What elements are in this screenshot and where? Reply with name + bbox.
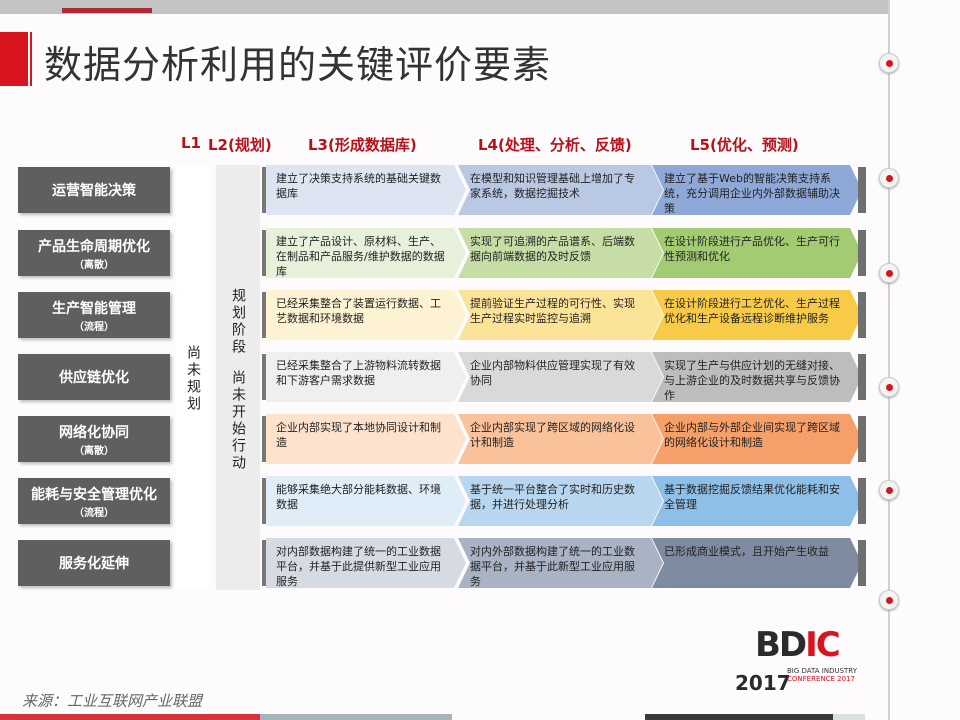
row-marker [262,292,266,338]
level-cell: 基于统一平台整合了实时和历史数据，并进行处理分析 [458,476,663,526]
row-label-text: 能耗与安全管理优化 [31,486,157,503]
row-end-marker [858,354,866,400]
nav-dot-icon[interactable] [879,168,899,188]
bottom-bar [645,714,833,720]
page-title: 数据分析利用的关键评价要素 [44,43,552,87]
row-label-text: 运营智能决策 [52,183,136,199]
title-accent [30,32,32,86]
row-end-marker [858,167,866,213]
row-end-marker [858,292,866,338]
level-cell: 建立了产品设计、原材料、生产、在制品和产品服务/维护数据的数据库 [266,228,466,278]
logo-line1: BIG DATA INDUSTRY [787,667,857,675]
row-label: 运营智能决策 [18,167,170,213]
level-l4: L4(处理、分析、反馈) [478,136,632,154]
logo-brand: BDIC [755,625,841,665]
level-l5: L5(优化、预测) [690,136,799,154]
level-cell: 能够采集绝大部分能耗数据、环境数据 [266,476,466,526]
row-end-marker [858,478,866,524]
level-cell: 已形成商业模式，且开始产生收益 [652,538,862,588]
bdic-logo: BDIC 2017 BIG DATA INDUSTRY CONFERENCE 2… [735,625,870,695]
row-end-marker [858,230,866,276]
level-cell: 已经采集整合了装置运行数据、工艺数据和环境数据 [266,290,466,340]
row-label-text: 网络化协同 [59,424,129,441]
level-cell: 在设计阶段进行工艺优化、生产过程优化和生产设备远程诊断维护服务 [652,290,862,340]
logo-year: 2017 [735,671,791,695]
source-note: 来源：工业互联网产业联盟 [22,692,203,710]
nav-dot-icon[interactable] [879,590,899,610]
row-label: 产品生命周期优化 （离散） [18,230,170,276]
level-cell: 企业内部实现了跨区域的网络化设计和制造 [458,414,663,464]
row-label-text: 产品生命周期优化 [38,238,150,255]
nav-dot-icon[interactable] [879,263,899,283]
level-cell: 企业内部与外部企业间实现了跨区域的网络化设计和制造 [652,414,862,464]
bottom-bar [833,714,865,720]
row-label: 网络化协同 （离散） [18,416,170,462]
row-marker [262,230,266,276]
l1-text: 尚未规划 [185,345,201,413]
row-marker [262,167,266,213]
level-cell: 提前验证生产过程的可行性、实现生产过程实时监控与追溯 [458,290,663,340]
bottom-bar [260,714,452,720]
row-label-sub: （流程） [74,507,114,519]
row-label-sub: （离散） [74,445,114,457]
top-bar [0,0,888,14]
level-cell: 建立了决策支持系统的基础关键数据库 [266,165,466,215]
row-marker [262,416,266,462]
level-cell: 已经采集整合了上游物料流转数据和下游客户需求数据 [266,352,466,402]
title-accent [0,32,28,86]
row-label-text: 服务化延伸 [59,556,129,572]
row-label-text: 供应链优化 [59,370,129,386]
row-label: 供应链优化 [18,354,170,400]
level-l2: L2(规划) [208,136,272,154]
logo-line2: CONFERENCE 2017 [787,675,855,683]
level-cell: 企业内部实现了本地协同设计和制造 [266,414,466,464]
row-label-text: 生产智能管理 [52,300,136,317]
row-end-marker [858,416,866,462]
row-label-sub: （流程） [74,321,114,333]
level-cell: 基于数据挖掘反馈结果优化能耗和安全管理 [652,476,862,526]
nav-dot-icon[interactable] [879,480,899,500]
level-cell: 在设计阶段进行产品优化、生产可行性预测和优化 [652,228,862,278]
row-marker [262,478,266,524]
row-marker [262,540,266,586]
level-cell: 在模型和知识管理基础上增加了专家系统，数据挖掘技术 [458,165,663,215]
row-label-sub: （离散） [74,259,114,271]
row-end-marker [858,540,866,586]
level-l3: L3(形成数据库) [308,136,417,154]
nav-dot-icon[interactable] [879,377,899,397]
level-cell: 实现了可追溯的产品谱系、后端数据向前端数据的及时反馈 [458,228,663,278]
l2-column [216,165,260,590]
right-divider [888,0,890,720]
l2-text-b: 尚未开始行动 [230,370,246,472]
level-cell: 对内部数据构建了统一的工业数据平台，并基于此提供新型工业应用服务 [266,538,466,588]
nav-dot-icon[interactable] [879,53,899,73]
row-label: 能耗与安全管理优化 （流程） [18,478,170,524]
row-marker [262,354,266,400]
level-cell: 对内外部数据构建了统一的工业数据平台，并基于此新型工业应用服务 [458,538,663,588]
level-l1: L1 [181,134,201,152]
bottom-bar [0,714,260,720]
l1-column [176,165,210,590]
row-label: 生产智能管理 （流程） [18,292,170,338]
level-cell: 企业内部物料供应管理实现了有效协同 [458,352,663,402]
level-cell: 建立了基于Web的智能决策支持系统，充分调用企业内外部数据辅助决策 [652,165,862,215]
l2-text-a: 规划阶段 [230,288,246,356]
row-label: 服务化延伸 [18,540,170,586]
top-accent [62,8,152,13]
level-cell: 实现了生产与供应计划的无缝对接、与上游企业的及时数据共享与反馈协作 [652,352,862,402]
